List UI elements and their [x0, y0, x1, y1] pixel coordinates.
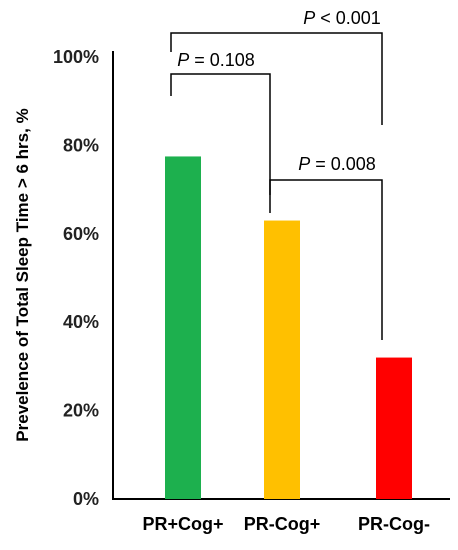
p-value-label: P = 0.108 — [177, 50, 255, 70]
x-tick-label: PR-Cog+ — [244, 514, 321, 534]
x-tick-label: PR-Cog- — [358, 514, 430, 534]
significance-bracket — [170, 73, 271, 213]
bar — [376, 357, 412, 499]
y-axis-label: Prevelence of Total Sleep Time > 6 hrs, … — [13, 108, 32, 441]
y-tick-label: 60% — [63, 224, 99, 244]
bar — [165, 156, 201, 499]
significance-bracket — [170, 32, 383, 125]
y-tick-label: 40% — [63, 312, 99, 332]
y-tick-label: 0% — [73, 489, 99, 509]
significance-bracket — [269, 179, 383, 340]
y-tick-label: 100% — [53, 47, 99, 67]
y-tick-label: 20% — [63, 401, 99, 421]
bar — [264, 220, 300, 500]
p-value-label: P = 0.008 — [298, 154, 376, 174]
p-value-label: P < 0.001 — [303, 8, 381, 28]
x-tick-label: PR+Cog+ — [142, 514, 223, 534]
y-tick-label: 80% — [63, 135, 99, 155]
